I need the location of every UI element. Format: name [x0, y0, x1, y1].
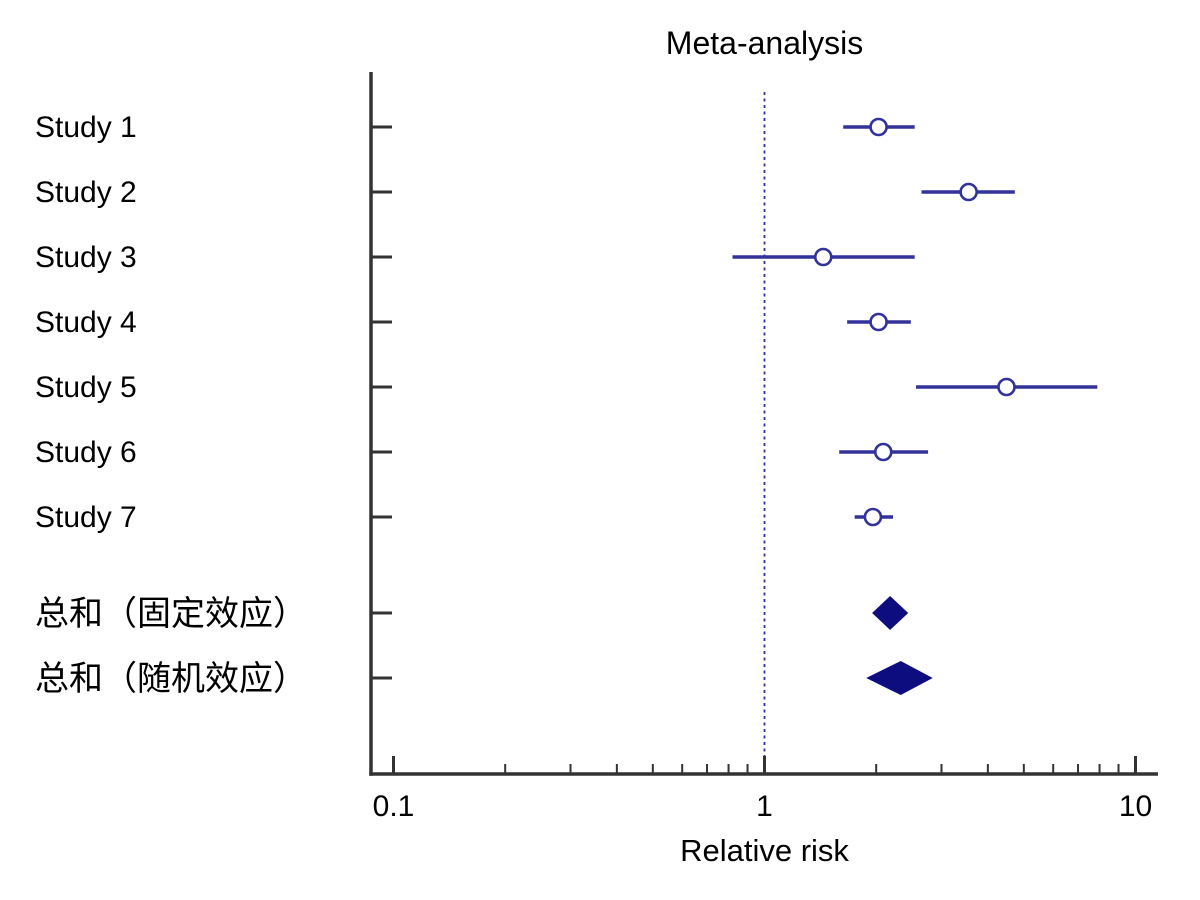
study-label: Study 3: [35, 241, 137, 274]
summary-diamond-fixed: [872, 596, 909, 630]
x-tick-label: 10: [1119, 790, 1152, 823]
chart-title: Meta-analysis: [666, 25, 863, 61]
summary-diamond-random: [866, 661, 933, 695]
study-point-marker: [959, 182, 978, 202]
study-label: Study 1: [35, 111, 137, 144]
x-axis-title: Relative risk: [680, 833, 849, 868]
study-point-marker: [869, 312, 888, 332]
study-point-marker: [997, 377, 1016, 397]
study-label: Study 4: [35, 306, 137, 339]
study-label: Study 2: [35, 176, 137, 209]
summary-label: 总和（随机效应）: [35, 659, 307, 699]
study-point-marker: [873, 442, 893, 462]
study-point-marker: [863, 507, 883, 527]
study-label: Study 6: [35, 436, 137, 469]
x-tick-label: 1: [756, 790, 773, 823]
study-point-marker: [813, 247, 833, 267]
summary-label: 总和（固定效应）: [35, 594, 307, 634]
study-point-marker: [869, 117, 888, 137]
study-label: Study 5: [35, 371, 137, 404]
x-tick-label: 0.1: [373, 790, 415, 823]
study-label: Study 7: [35, 501, 137, 534]
